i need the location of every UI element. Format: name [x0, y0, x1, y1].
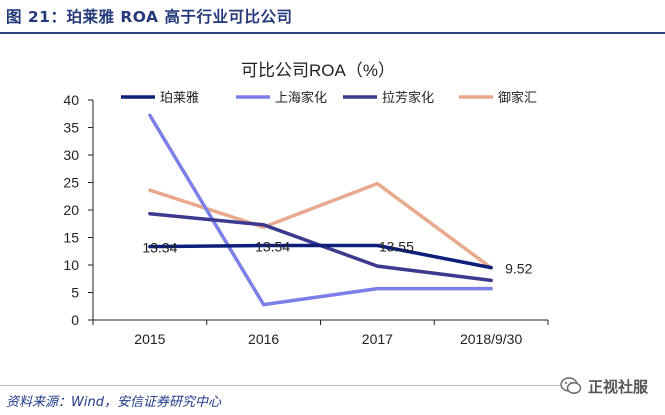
wechat-icon — [560, 377, 582, 394]
data-label: 13.34 — [142, 240, 177, 256]
legend-label-4: 御家汇 — [498, 90, 537, 105]
x-tick-label: 2016 — [248, 331, 279, 347]
series-line-2 — [148, 113, 493, 307]
source-note: 资料来源：Wind，安信证券研究中心 — [6, 395, 221, 410]
y-tick-label: 25 — [63, 175, 79, 191]
y-tick-label: 20 — [63, 202, 79, 218]
header-divider — [0, 32, 665, 34]
figure-header: 图 21：珀莱雅 ROA 高于行业可比公司 — [0, 0, 665, 34]
x-tick-label: 2018/9/30 — [460, 331, 522, 347]
series-line-1 — [148, 243, 493, 270]
legend-label-3: 拉芳家化 — [382, 90, 434, 105]
data-label: 9.52 — [505, 261, 532, 277]
legend-label-1: 珀莱雅 — [160, 90, 199, 105]
y-tick-label: 30 — [63, 147, 79, 163]
series-line-4 — [148, 181, 493, 270]
x-tick-label: 2017 — [362, 331, 393, 347]
watermark-text: 正视社服 — [588, 377, 649, 396]
chart-title: 可比公司ROA（%） — [241, 61, 395, 80]
x-tick-label: 2015 — [134, 331, 165, 347]
footer-divider — [0, 385, 560, 386]
figure-title: 图 21：珀莱雅 ROA 高于行业可比公司 — [6, 8, 293, 26]
y-tick-label: 0 — [71, 312, 79, 328]
y-tick-label: 10 — [63, 257, 79, 273]
y-tick-label: 40 — [63, 92, 79, 108]
data-label: 13.55 — [379, 238, 414, 254]
y-tick-label: 35 — [63, 120, 79, 136]
watermark: 正视社服 — [560, 374, 648, 398]
data-label: 13.54 — [255, 239, 290, 255]
y-tick-label: 15 — [63, 230, 79, 246]
roa-line-chart: 可比公司ROA（%） 珀莱雅 上海家化 拉芳家化 御家汇 0 5 10 15 20 25 30 35 40… — [63, 61, 549, 347]
y-tick-label: 5 — [71, 285, 79, 301]
legend-label-2: 上海家化 — [275, 90, 327, 105]
